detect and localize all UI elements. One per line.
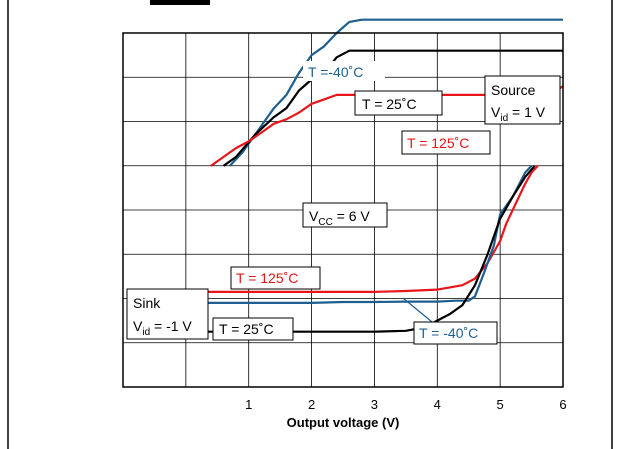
source-label: Source [491, 82, 536, 98]
x-tick-label: 2 [308, 397, 315, 412]
vcc-label: VCC = 6 V [309, 208, 370, 228]
annotation-source-label: Source Vid = 1 V [484, 75, 561, 125]
annotation-vcc: VCC = 6 V [302, 202, 388, 228]
sink-label: Sink [133, 295, 161, 311]
annotation-sink-label: Sink Vid = -1 V [126, 288, 209, 340]
x-tick-labels: 1 2 3 4 5 6 [245, 397, 567, 412]
annotation-sink-125: T = 125˚C [230, 266, 321, 290]
x-tick-label: 5 [497, 397, 504, 412]
source-vid-label: Vid = 1 V [491, 104, 546, 124]
annotation-sink-25-text: T = 25˚C [219, 321, 274, 337]
series-line-sink [185, 165, 536, 333]
x-tick-label: 3 [371, 397, 378, 412]
annotation-sink-minus40: T = -40˚C [413, 321, 498, 345]
sink-vid-label: Vid = -1 V [133, 318, 192, 338]
annotation-sink-125-text: T = 125˚C [236, 270, 298, 286]
plot-area-border [122, 32, 564, 388]
sink-minus40-leader-line [402, 297, 433, 323]
x-tick-label: 6 [559, 397, 566, 412]
annotation-source-minus40: T =-40˚C [303, 61, 385, 81]
x-tick-label: 1 [245, 397, 252, 412]
x-tick-label: 4 [434, 397, 441, 412]
annotation-source-minus40-text: T =-40˚C [308, 64, 363, 80]
annotation-sink-minus40-text: T = -40˚C [419, 325, 478, 341]
series-line-source [222, 49, 563, 167]
annotation-source-125-text: T = 125˚C [407, 135, 469, 151]
x-axis-label: Output voltage (V) [287, 415, 400, 430]
annotation-source-125: T = 125˚C [401, 130, 491, 155]
series-line-source [229, 18, 563, 167]
page-frame [7, 0, 613, 449]
series-line-sink [185, 165, 539, 293]
annotation-source-25-text: T = 25˚C [362, 96, 417, 112]
annotation-source-25: T = 25˚C [354, 90, 443, 116]
annotation-sink-25: T = 25˚C [212, 317, 294, 341]
series-line-sink [185, 165, 533, 304]
